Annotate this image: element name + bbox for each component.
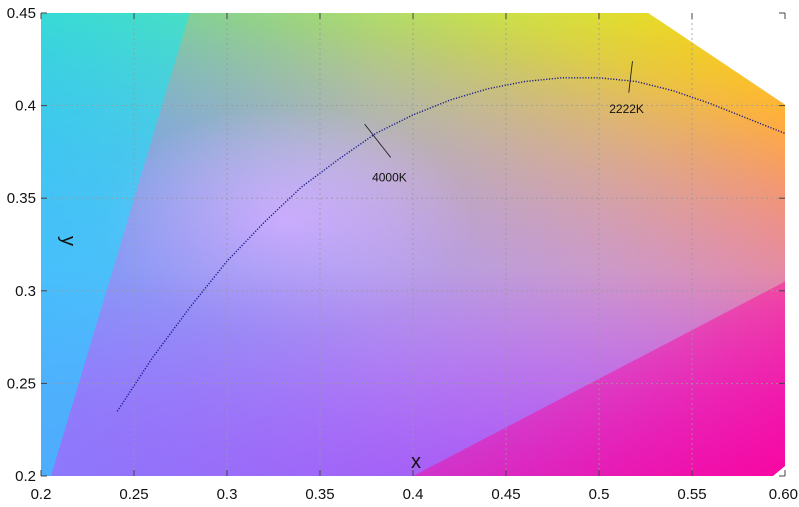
isotherm-line xyxy=(628,61,633,93)
x-tick-label: 0.25 xyxy=(119,486,148,503)
x-tick-label: 0.5 xyxy=(589,486,610,503)
x-tick-label: 0.35 xyxy=(305,486,334,503)
x-tick-label: 0.3 xyxy=(217,486,238,503)
x-tick-label: 0.2 xyxy=(31,486,52,503)
y-tick-label: 0.35 xyxy=(7,190,36,207)
planckian-locus xyxy=(116,77,785,412)
cct-label: 4000K xyxy=(372,171,407,185)
y-tick-label: 0.3 xyxy=(15,283,36,300)
y-tick-label: 0.4 xyxy=(15,98,36,115)
x-tick-label: 0.4 xyxy=(403,486,424,503)
x-tick-label: 0.55 xyxy=(677,486,706,503)
isotherm-line xyxy=(364,123,392,158)
bg-cyan-wedge xyxy=(41,13,190,476)
tick-labels: 0.2 0.25 0.3 0.35 0.4 0.45 0.5 0.55 0.60 0.2 0.25 0… xyxy=(7,5,798,503)
series-line xyxy=(116,77,785,412)
y-tick-label: 0.45 xyxy=(7,5,36,22)
y-tick-label: 0.2 xyxy=(15,468,36,485)
bg-outside-gamut-top xyxy=(648,13,785,105)
y-tick-label: 0.25 xyxy=(7,375,36,392)
x-tick-label: 0.45 xyxy=(491,486,520,503)
x-axis-title: x xyxy=(411,451,421,473)
cct-annotations: 4000K 2222K xyxy=(364,61,644,185)
y-axis-title: y xyxy=(57,236,79,246)
grid-lines xyxy=(40,12,786,477)
cct-label: 2222K xyxy=(609,102,644,116)
bg-outside-gamut-bottom xyxy=(773,466,785,476)
x-tick-label: 0.60 xyxy=(769,486,798,503)
